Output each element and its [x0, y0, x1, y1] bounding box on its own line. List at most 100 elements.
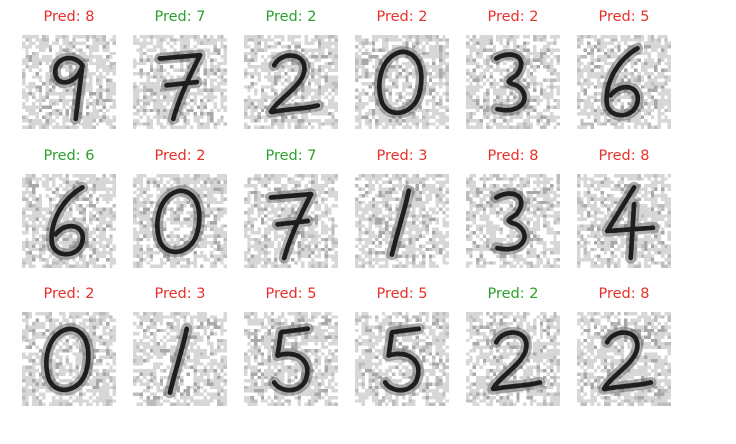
noise-pixel	[355, 187, 359, 191]
noise-pixel	[667, 115, 671, 119]
noise-pixel	[274, 38, 278, 42]
noise-pixel	[472, 214, 477, 218]
noise-pixel	[32, 51, 36, 56]
noise-pixel	[42, 204, 46, 208]
noise-pixel	[365, 247, 369, 252]
noise-pixel	[375, 118, 379, 123]
noise-pixel	[408, 35, 413, 39]
noise-pixel	[664, 264, 668, 268]
noise-pixel	[509, 177, 513, 181]
noise-pixel	[583, 48, 588, 52]
noise-pixel	[385, 95, 389, 99]
noise-pixel	[640, 221, 645, 225]
noise-pixel	[28, 95, 33, 99]
noise-pixel	[422, 214, 426, 218]
noise-pixel	[637, 194, 641, 198]
noise-pixel	[139, 92, 144, 96]
noise-pixel	[546, 71, 550, 76]
noise-pixel	[327, 184, 332, 188]
noise-pixel	[146, 102, 150, 106]
noise-pixel	[297, 48, 302, 52]
noise-pixel	[32, 200, 36, 205]
noise-pixel	[597, 261, 601, 265]
noise-pixel	[190, 95, 194, 99]
noise-pixel	[476, 221, 480, 225]
noise-pixel	[163, 118, 167, 123]
noise-pixel	[72, 217, 76, 221]
noise-pixel	[327, 35, 332, 39]
noise-pixel	[391, 194, 396, 198]
noise-pixel	[327, 241, 332, 245]
noise-pixel	[244, 95, 248, 99]
noise-pixel	[143, 221, 147, 225]
noise-pixel	[304, 98, 308, 103]
noise-pixel	[650, 234, 655, 238]
noise-pixel	[654, 55, 658, 59]
noise-pixel	[277, 48, 281, 52]
noise-pixel	[176, 224, 180, 228]
noise-pixel	[223, 75, 227, 79]
noise-pixel	[48, 41, 53, 46]
noise-pixel	[428, 71, 433, 76]
noise-pixel	[99, 325, 103, 329]
noise-pixel	[250, 200, 255, 205]
noise-pixel	[587, 244, 591, 248]
noise-pixel	[388, 200, 392, 205]
noise-pixel	[496, 207, 500, 211]
noise-pixel	[533, 190, 537, 195]
noise-pixel	[391, 207, 396, 211]
noise-pixel	[250, 197, 255, 201]
noise-pixel	[28, 322, 33, 326]
noise-pixel	[166, 231, 170, 235]
noise-pixel	[395, 98, 399, 103]
noise-pixel	[445, 92, 449, 96]
noise-pixel	[640, 200, 645, 205]
noise-pixel	[432, 118, 436, 123]
noise-pixel	[45, 65, 49, 69]
noise-pixel	[42, 221, 46, 225]
noise-pixel	[529, 257, 534, 262]
noise-pixel	[38, 217, 43, 221]
noise-pixel	[385, 184, 389, 188]
sample-cell: Pred: 8	[22, 8, 116, 130]
noise-pixel	[52, 51, 56, 56]
noise-pixel	[213, 214, 217, 218]
noise-pixel	[630, 35, 635, 39]
noise-pixel	[324, 55, 328, 59]
noise-pixel	[610, 125, 614, 129]
noise-pixel	[89, 105, 93, 109]
noise-pixel	[35, 71, 39, 76]
noise-pixel	[539, 244, 544, 248]
noise-pixel	[183, 207, 187, 211]
noise-pixel	[593, 98, 598, 103]
noise-pixel	[149, 65, 154, 69]
noise-pixel	[153, 61, 157, 66]
noise-pixel	[583, 41, 588, 46]
noise-pixel	[307, 115, 312, 119]
noise-pixel	[644, 241, 648, 245]
noise-pixel	[395, 58, 399, 62]
noise-pixel	[89, 92, 93, 96]
noise-pixel	[331, 237, 335, 242]
noise-pixel	[220, 115, 224, 119]
noise-pixel	[223, 125, 227, 129]
noise-pixel	[539, 177, 544, 181]
noise-pixel	[580, 118, 584, 123]
noise-pixel	[432, 200, 436, 205]
noise-pixel	[577, 231, 581, 235]
noise-pixel	[166, 65, 170, 69]
noise-pixel	[297, 254, 302, 258]
noise-pixel	[627, 92, 631, 96]
noise-pixel	[388, 264, 392, 268]
noise-pixel	[610, 177, 614, 181]
noise-pixel	[637, 125, 641, 129]
noise-pixel	[445, 108, 449, 113]
noise-pixel	[45, 118, 49, 123]
noise-pixel	[368, 247, 372, 252]
noise-pixel	[486, 190, 490, 195]
noise-pixel	[526, 257, 530, 262]
noise-pixel	[398, 41, 402, 46]
noise-pixel	[610, 48, 614, 52]
noise-pixel	[190, 102, 194, 106]
noise-pixel	[412, 254, 416, 258]
